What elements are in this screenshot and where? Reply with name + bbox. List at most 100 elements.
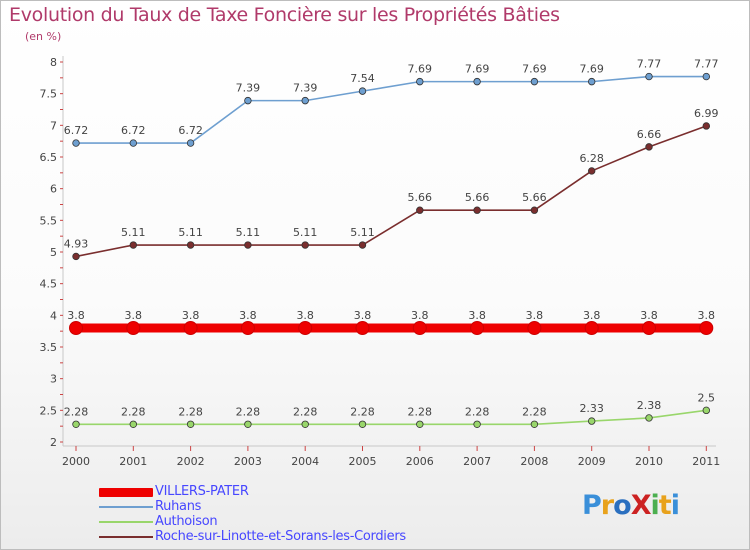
data-point <box>645 72 653 81</box>
data-label: 7.69 <box>465 63 490 76</box>
x-tick-label: 2001 <box>119 455 147 468</box>
y-tick-label: 8 <box>50 56 57 69</box>
data-point <box>416 420 424 428</box>
logo-letter: P <box>582 490 602 521</box>
data-label: 5.11 <box>178 226 203 239</box>
legend-swatch <box>99 521 153 523</box>
x-tick-label: 2002 <box>177 455 205 468</box>
data-label: 2.38 <box>637 399 662 412</box>
data-point <box>416 206 424 214</box>
data-point <box>588 167 596 175</box>
data-point <box>298 321 313 335</box>
y-tick-label: 4 <box>50 309 57 322</box>
data-label: 3.8 <box>67 309 85 322</box>
x-tick-label: 2003 <box>234 455 262 468</box>
data-label: 2.28 <box>64 405 89 418</box>
data-label: 7.69 <box>579 63 604 76</box>
data-label: 5.66 <box>522 191 547 204</box>
data-point <box>645 143 653 151</box>
data-point <box>301 96 309 105</box>
data-point <box>473 206 481 214</box>
legend-label: Roche-sur-Linotte-et-Sorans-les-Cordiers <box>155 529 406 544</box>
data-label: 3.8 <box>239 309 257 322</box>
data-label: 5.66 <box>408 191 433 204</box>
data-point <box>186 241 195 249</box>
x-tick-label: 2006 <box>406 455 434 468</box>
data-point <box>412 321 427 335</box>
x-tick-label: 2010 <box>635 455 663 468</box>
data-label: 6.28 <box>579 152 604 165</box>
y-tick-label: 5 <box>50 246 57 259</box>
series-line <box>76 409 707 426</box>
data-point <box>473 420 481 428</box>
logo-letter: X <box>630 490 652 521</box>
data-point <box>642 321 656 335</box>
data-point <box>358 87 367 95</box>
data-label: 3.8 <box>468 309 486 322</box>
data-point <box>183 321 198 335</box>
legend-swatch <box>99 536 153 538</box>
x-tick-label: 2009 <box>578 455 606 468</box>
proxiti-logo: ProXiti <box>582 490 680 521</box>
data-point <box>584 321 599 335</box>
data-label: 3.8 <box>698 309 716 322</box>
series-line <box>76 75 707 144</box>
y-tick-label: 4.5 <box>40 278 58 291</box>
logo-letter: t <box>658 490 672 521</box>
logo-letter: i <box>650 490 660 521</box>
data-point <box>530 206 539 214</box>
data-point <box>588 77 596 86</box>
x-tick-label: 2005 <box>349 455 377 468</box>
x-tick-label: 2007 <box>463 455 491 468</box>
chart-axes: 2 2.5 3 3.5 4 4.5 5 5.5 6 6.5 7 7.5 8 2000 2001 2002 200… <box>40 56 720 468</box>
data-point <box>244 420 252 428</box>
data-label: 3.8 <box>640 309 658 322</box>
data-label: 6.99 <box>694 107 719 120</box>
data-label: 2.28 <box>350 405 375 418</box>
data-label: 3.8 <box>296 309 314 322</box>
data-label: 3.8 <box>182 309 200 322</box>
data-label: 6.72 <box>121 124 146 137</box>
y-tick-label: 5.5 <box>40 214 58 227</box>
logo-letter: i <box>670 490 680 521</box>
data-point <box>240 321 255 335</box>
legend-label: Ruhans <box>155 499 202 514</box>
x-tick-label: 2000 <box>62 455 90 468</box>
data-label: 7.77 <box>694 58 719 71</box>
x-tick-label: 2008 <box>520 455 548 468</box>
data-point <box>126 321 141 335</box>
chart-title: Evolution du Taux de Taxe Foncière sur l… <box>9 4 560 26</box>
data-point <box>301 241 309 249</box>
data-label: 6.72 <box>178 124 203 137</box>
y-tick-label: 7 <box>50 119 57 132</box>
data-label: 2.5 <box>698 391 716 404</box>
data-label: 6.66 <box>637 128 662 141</box>
data-point <box>129 139 137 147</box>
data-point <box>301 420 309 428</box>
data-point <box>186 420 195 428</box>
x-tick-label: 2011 <box>692 455 720 468</box>
data-point <box>588 417 596 425</box>
logo-letter: o <box>613 490 632 521</box>
legend-label: VILLERS-PATER <box>155 484 249 499</box>
data-label: 2.28 <box>522 405 547 418</box>
x-tick-label: 2004 <box>291 455 319 468</box>
data-point <box>527 321 542 335</box>
data-point <box>72 139 80 147</box>
data-point <box>699 321 714 335</box>
data-label: 5.11 <box>350 226 375 239</box>
data-label: 2.33 <box>579 402 604 415</box>
series-points <box>69 72 714 428</box>
legend-label: Authoison <box>155 514 218 529</box>
data-labels: 2.28 2.28 2.28 2.28 2.28 2.28 2.28 2.28 2.28 2.33… <box>64 58 719 419</box>
data-point <box>244 241 252 249</box>
data-label: 3.8 <box>583 309 601 322</box>
data-point <box>358 420 367 428</box>
data-point <box>72 252 80 261</box>
data-point <box>645 414 653 422</box>
chart-subtitle: (en %) <box>25 30 62 43</box>
data-point <box>244 96 252 105</box>
data-label: 5.11 <box>121 226 146 239</box>
